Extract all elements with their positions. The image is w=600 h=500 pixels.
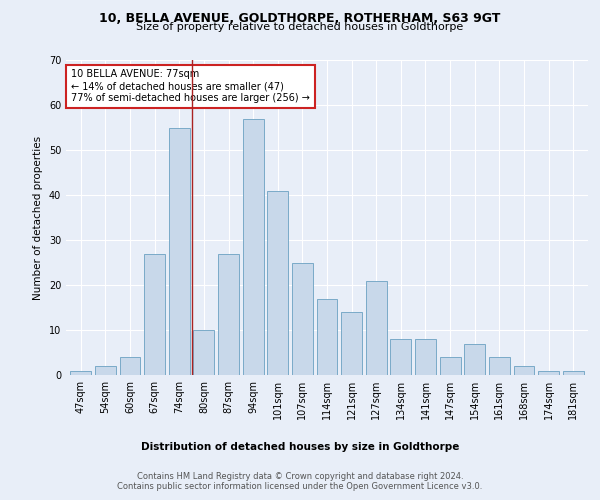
Bar [242,118,263,375]
Bar [341,312,362,375]
Bar [292,262,313,375]
Bar [169,128,190,375]
Bar [514,366,535,375]
Text: 10 BELLA AVENUE: 77sqm
← 14% of detached houses are smaller (47)
77% of semi-det: 10 BELLA AVENUE: 77sqm ← 14% of detached… [71,70,310,102]
Bar [317,298,337,375]
Bar [489,357,510,375]
Bar [119,357,140,375]
Text: 10, BELLA AVENUE, GOLDTHORPE, ROTHERHAM, S63 9GT: 10, BELLA AVENUE, GOLDTHORPE, ROTHERHAM,… [100,12,500,26]
Bar [563,370,584,375]
Bar [366,280,387,375]
Text: Size of property relative to detached houses in Goldthorpe: Size of property relative to detached ho… [136,22,464,32]
Text: Contains HM Land Registry data © Crown copyright and database right 2024.
Contai: Contains HM Land Registry data © Crown c… [118,472,482,491]
Bar [218,254,239,375]
Bar [440,357,461,375]
Bar [144,254,165,375]
Bar [193,330,214,375]
Bar [70,370,91,375]
Bar [391,339,412,375]
Bar [267,190,288,375]
Bar [95,366,116,375]
Y-axis label: Number of detached properties: Number of detached properties [33,136,43,300]
Bar [538,370,559,375]
Text: Distribution of detached houses by size in Goldthorpe: Distribution of detached houses by size … [141,442,459,452]
Bar [415,339,436,375]
Bar [464,344,485,375]
